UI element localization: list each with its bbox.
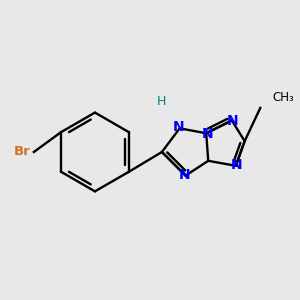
Text: H: H: [157, 95, 167, 108]
Text: N: N: [201, 127, 213, 141]
Text: N: N: [231, 158, 243, 172]
Text: N: N: [173, 120, 184, 134]
Text: Br: Br: [14, 146, 31, 158]
Text: CH₃: CH₃: [272, 91, 294, 104]
Text: N: N: [179, 168, 190, 182]
Text: N: N: [227, 114, 239, 128]
